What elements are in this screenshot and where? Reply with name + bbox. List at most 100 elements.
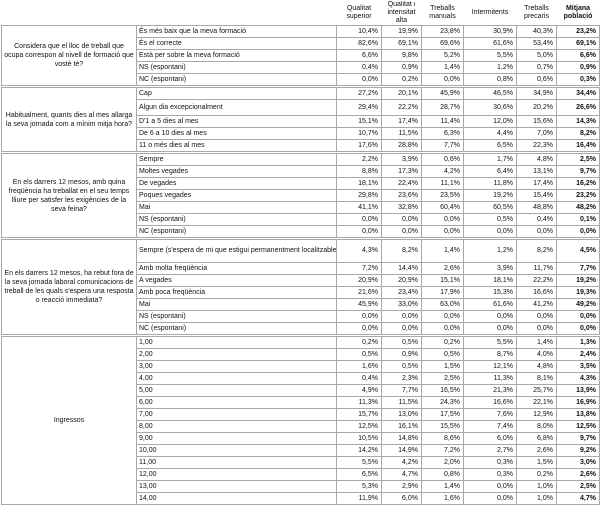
value-cell: 8,7%: [463, 348, 517, 361]
value-cell: 17,4%: [381, 115, 422, 128]
question-cell: Considera que el lloc de treball que ocu…: [1, 25, 137, 86]
table-row: 2,00 0,5% 0,9% 0,5% 8,7% 4,0% 2,4%: [2, 348, 600, 361]
value-cell: 0,0%: [463, 225, 517, 238]
value-cell: 0,4%: [336, 61, 382, 74]
value-cell: 82,6%: [336, 37, 382, 50]
value-cell: 21,3%: [463, 384, 517, 397]
value-cell: 1,6%: [336, 360, 382, 373]
value-cell: 24,3%: [421, 396, 464, 409]
value-cell: 16,6%: [516, 286, 557, 299]
value-cell: 40,3%: [516, 25, 557, 38]
table-row: Poques vegades 29,8% 23,6% 23,5% 19,2% 15,4% 2…: [2, 189, 600, 202]
table-row: 14,00 11,9% 6,0% 1,6% 0,0% 1,0% 4,7%: [2, 492, 600, 505]
value-cell: 49,2%: [556, 298, 600, 311]
value-cell: 48,2%: [556, 201, 600, 214]
value-cell: 1,7%: [463, 153, 517, 166]
answer-label: Moltes vegades: [136, 165, 337, 178]
value-cell: 0,0%: [381, 213, 422, 226]
value-cell: 0,0%: [421, 213, 464, 226]
column-header: Intermitents: [463, 1, 517, 26]
value-cell: 14,3%: [556, 115, 600, 128]
value-cell: 6,5%: [463, 139, 517, 152]
value-cell: 11,1%: [421, 177, 464, 190]
table-row: 5,00 4,9% 7,7% 16,5% 21,3% 25,7% 13,9%: [2, 384, 600, 397]
value-cell: 1,4%: [421, 239, 464, 263]
value-cell: 10,4%: [336, 25, 382, 38]
value-cell: 19,3%: [556, 286, 600, 299]
value-cell: 7,6%: [463, 408, 517, 421]
value-cell: 0,5%: [381, 336, 422, 349]
value-cell: 69,6%: [421, 37, 464, 50]
answer-label: NC (espontani): [136, 225, 337, 238]
value-cell: 0,2%: [516, 468, 557, 481]
value-cell: 5,5%: [463, 336, 517, 349]
value-cell: 23,8%: [421, 25, 464, 38]
value-cell: 22,1%: [516, 396, 557, 409]
answer-label: NC (espontani): [136, 73, 337, 86]
value-cell: 1,3%: [556, 336, 600, 349]
value-cell: 4,7%: [381, 468, 422, 481]
column-header: Mitjana població: [556, 1, 600, 26]
value-cell: 4,0%: [516, 348, 557, 361]
value-cell: 0,9%: [556, 61, 600, 74]
value-cell: 3,9%: [381, 153, 422, 166]
table-body: Considera que el lloc de treball que ocu…: [1, 25, 600, 505]
value-cell: 15,5%: [421, 420, 464, 433]
column-header: Treballs precaris: [516, 1, 557, 26]
value-cell: 46,5%: [463, 87, 517, 100]
value-cell: 0,0%: [463, 492, 517, 505]
value-cell: 0,5%: [421, 348, 464, 361]
value-cell: 30,9%: [463, 25, 517, 38]
value-cell: 0,0%: [421, 73, 464, 86]
value-cell: 0,4%: [336, 372, 382, 385]
table-row: Habitualment, quants dies al mes allarga…: [1, 87, 600, 152]
value-cell: 0,0%: [421, 310, 464, 323]
value-cell: 41,1%: [336, 201, 382, 214]
value-cell: 2,6%: [556, 468, 600, 481]
answer-label: 1,00: [136, 336, 337, 349]
value-cell: 61,6%: [463, 37, 517, 50]
answer-label: 13,00: [136, 480, 337, 493]
value-cell: 0,0%: [516, 322, 557, 335]
answer-label: 6,00: [136, 396, 337, 409]
value-cell: 0,0%: [463, 310, 517, 323]
value-cell: 0,0%: [421, 322, 464, 335]
value-cell: 18,1%: [336, 177, 382, 190]
question-cell: Habitualment, quants dies al mes allarga…: [1, 87, 137, 152]
answer-label: NS (espontani): [136, 213, 337, 226]
value-cell: 12,0%: [463, 115, 517, 128]
value-cell: 8,0%: [516, 420, 557, 433]
answer-label: D'1 a 5 dies al mes: [136, 115, 337, 128]
value-cell: 16,5%: [421, 384, 464, 397]
value-cell: 20,9%: [381, 274, 422, 287]
value-cell: 23,2%: [556, 189, 600, 202]
value-cell: 1,5%: [516, 456, 557, 469]
value-cell: 0,0%: [516, 225, 557, 238]
value-cell: 10,7%: [336, 127, 382, 140]
question-cell: En els darrers 12 mesos, amb quina freqü…: [1, 153, 137, 238]
question-cell: En els darrers 12 mesos, ha rebut fora d…: [1, 239, 137, 335]
value-cell: 2,4%: [556, 348, 600, 361]
value-cell: 11,9%: [336, 492, 382, 505]
table-row: NC (espontani) 0,0% 0,0% 0,0% 0,0% 0,0% 0,0%: [2, 225, 600, 238]
value-cell: 11,5%: [381, 127, 422, 140]
value-cell: 23,2%: [556, 25, 600, 38]
value-cell: 69,1%: [381, 37, 422, 50]
value-cell: 1,2%: [463, 239, 517, 263]
value-cell: 0,8%: [463, 73, 517, 86]
answer-label: NS (espontani): [136, 310, 337, 323]
value-cell: 0,2%: [381, 73, 422, 86]
value-cell: 13,8%: [556, 408, 600, 421]
value-cell: 0,9%: [381, 61, 422, 74]
answer-label: És més baix que la meva formació: [136, 25, 337, 38]
question-cell: Ingressos: [1, 336, 137, 505]
value-cell: 22,2%: [381, 99, 422, 116]
value-cell: 8,6%: [421, 432, 464, 445]
value-cell: 33,0%: [381, 298, 422, 311]
value-cell: 6,0%: [381, 492, 422, 505]
value-cell: 8,2%: [381, 239, 422, 263]
value-cell: 0,0%: [381, 322, 422, 335]
value-cell: 10,5%: [336, 432, 382, 445]
value-cell: 17,4%: [516, 177, 557, 190]
